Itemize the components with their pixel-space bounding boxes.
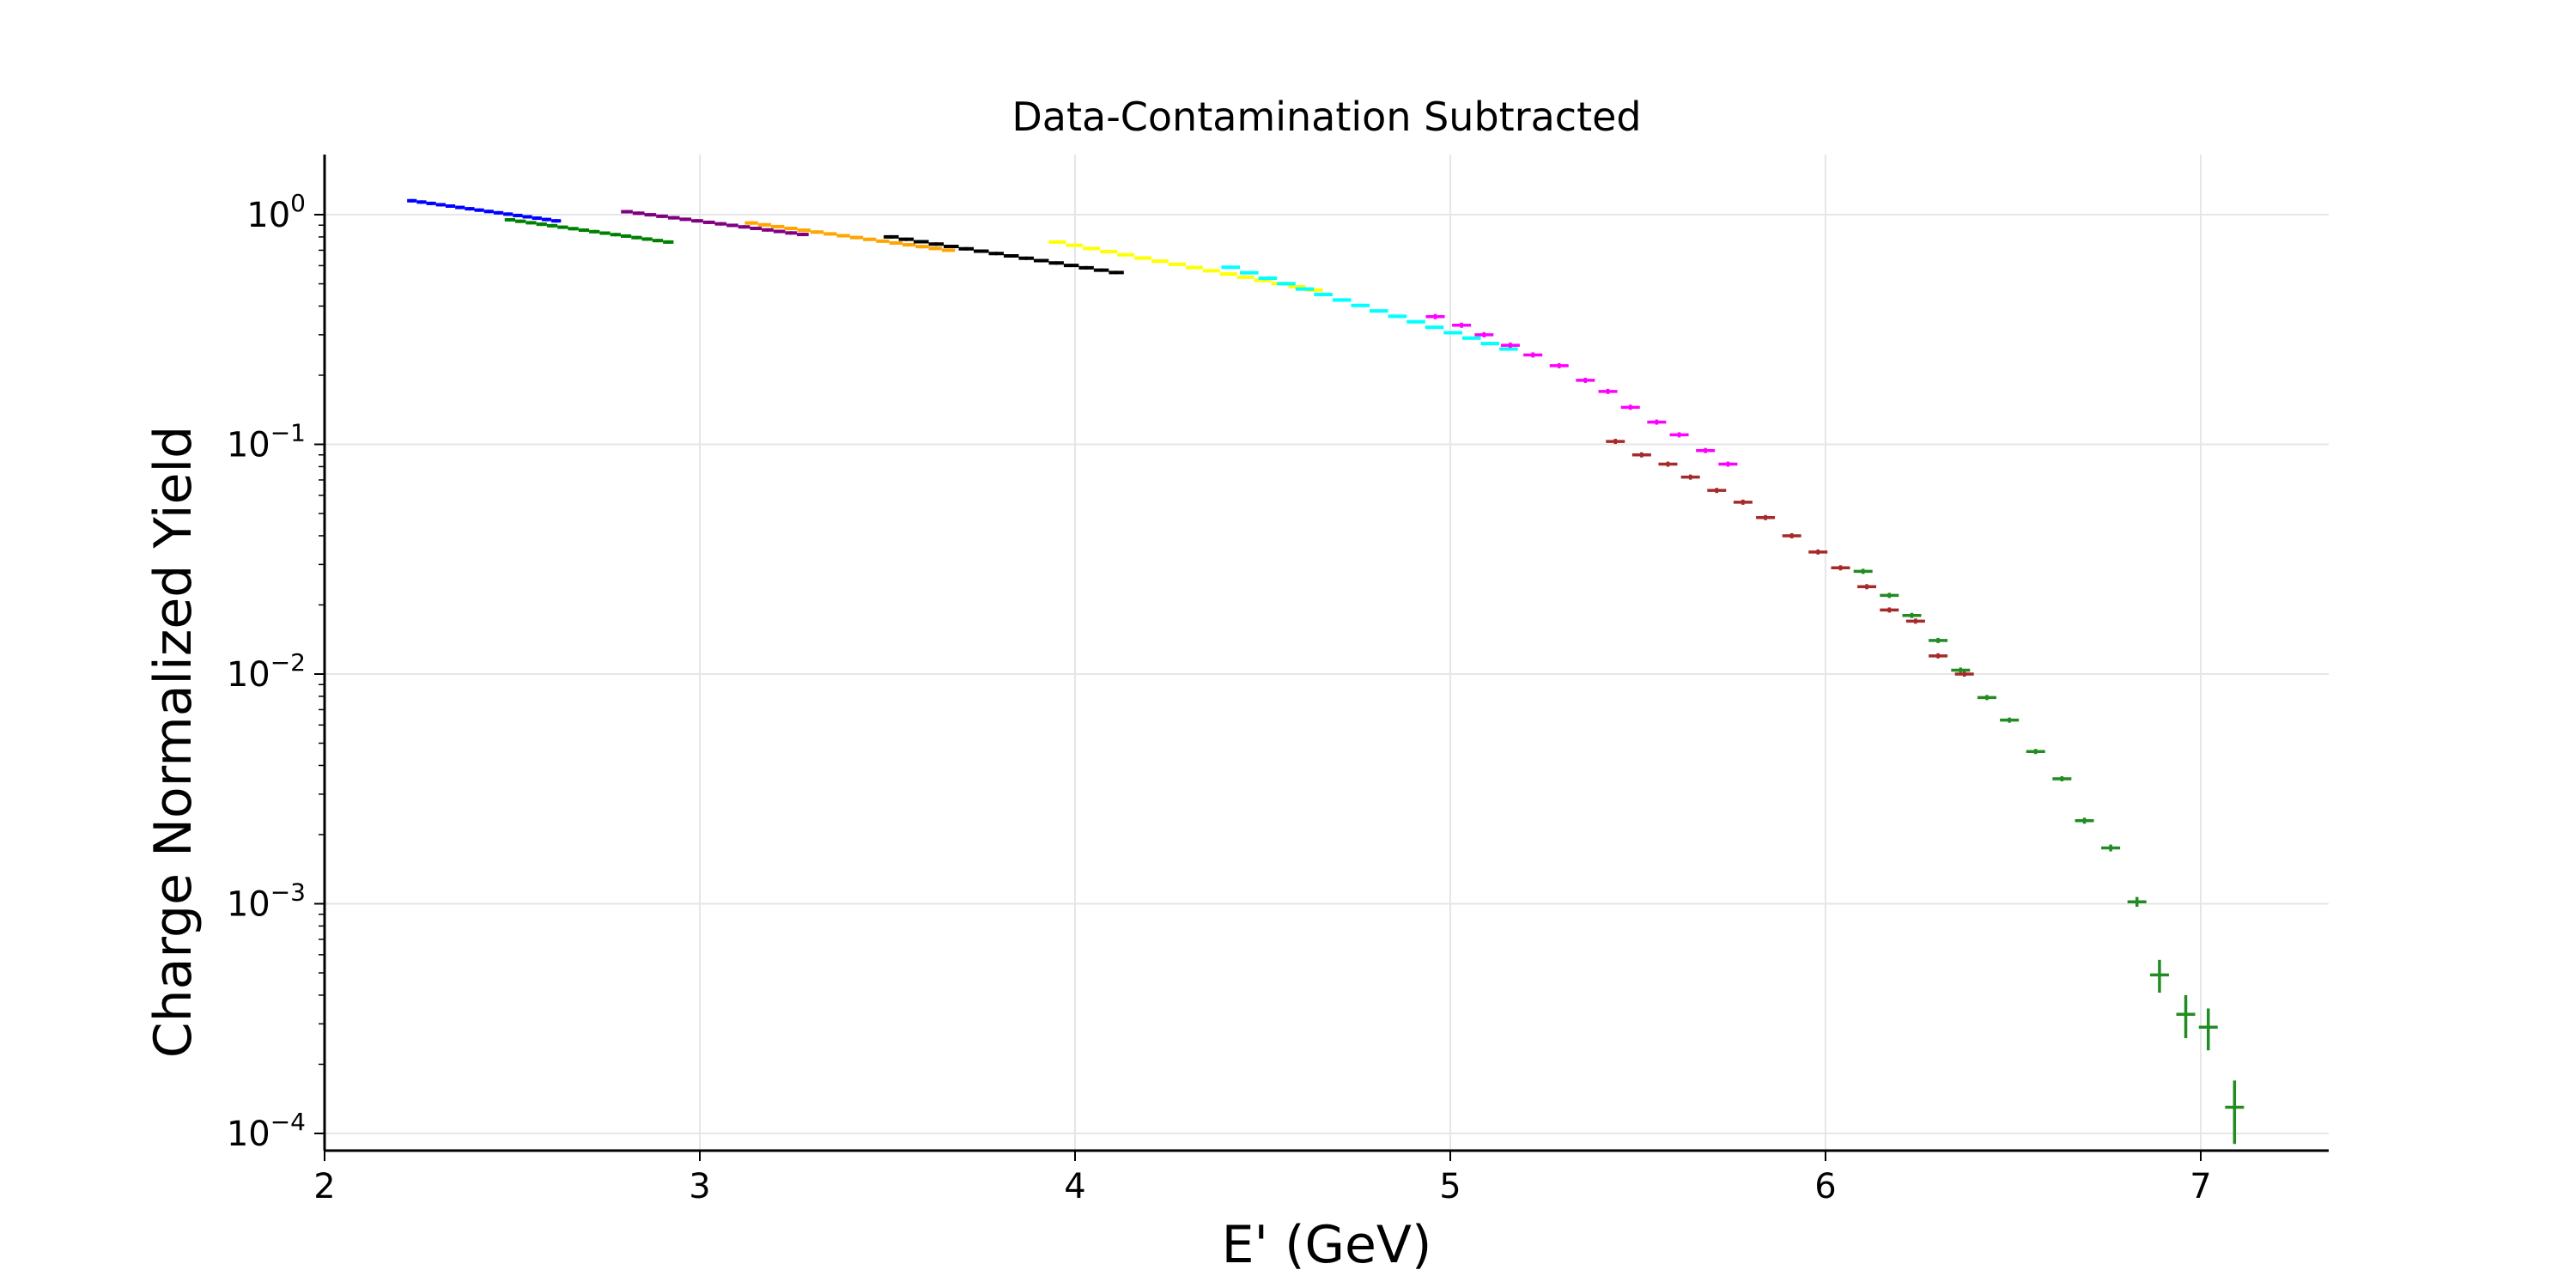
x-tick-label: 7 xyxy=(2190,1167,2211,1206)
x-tick-label: 4 xyxy=(1064,1167,1085,1206)
chart-title: Data-Contamination Subtracted xyxy=(1012,94,1641,140)
series-2 xyxy=(504,217,674,244)
y-tick-label: 10−4 xyxy=(227,1108,306,1154)
series-9 xyxy=(1606,439,1974,677)
series-4 xyxy=(744,221,956,252)
y-axis-label: Charge Normalized Yield xyxy=(143,426,204,1059)
series-7 xyxy=(1221,265,1518,351)
y-tick-label: 10−3 xyxy=(227,878,306,925)
series-1 xyxy=(407,198,562,223)
x-tick-label: 2 xyxy=(313,1167,335,1206)
axes: 2 3 4 5 6 7 100 10−1 10−2 10−3 10−4 xyxy=(227,155,2329,1206)
y-tick-label: 10−2 xyxy=(227,648,306,695)
series-3 xyxy=(621,210,809,237)
series-8 xyxy=(1425,313,1738,467)
series-10 xyxy=(1853,568,2245,1145)
x-tick-label: 3 xyxy=(689,1167,710,1206)
x-tick-label: 5 xyxy=(1439,1167,1461,1206)
y-tick-label: 100 xyxy=(246,189,306,235)
y-tick-label: 10−1 xyxy=(227,419,306,465)
x-axis-label: E' (GeV) xyxy=(1222,1215,1432,1275)
x-tick-label: 6 xyxy=(1814,1167,1836,1206)
series-5 xyxy=(884,234,1124,275)
plot-area xyxy=(407,198,2245,1145)
